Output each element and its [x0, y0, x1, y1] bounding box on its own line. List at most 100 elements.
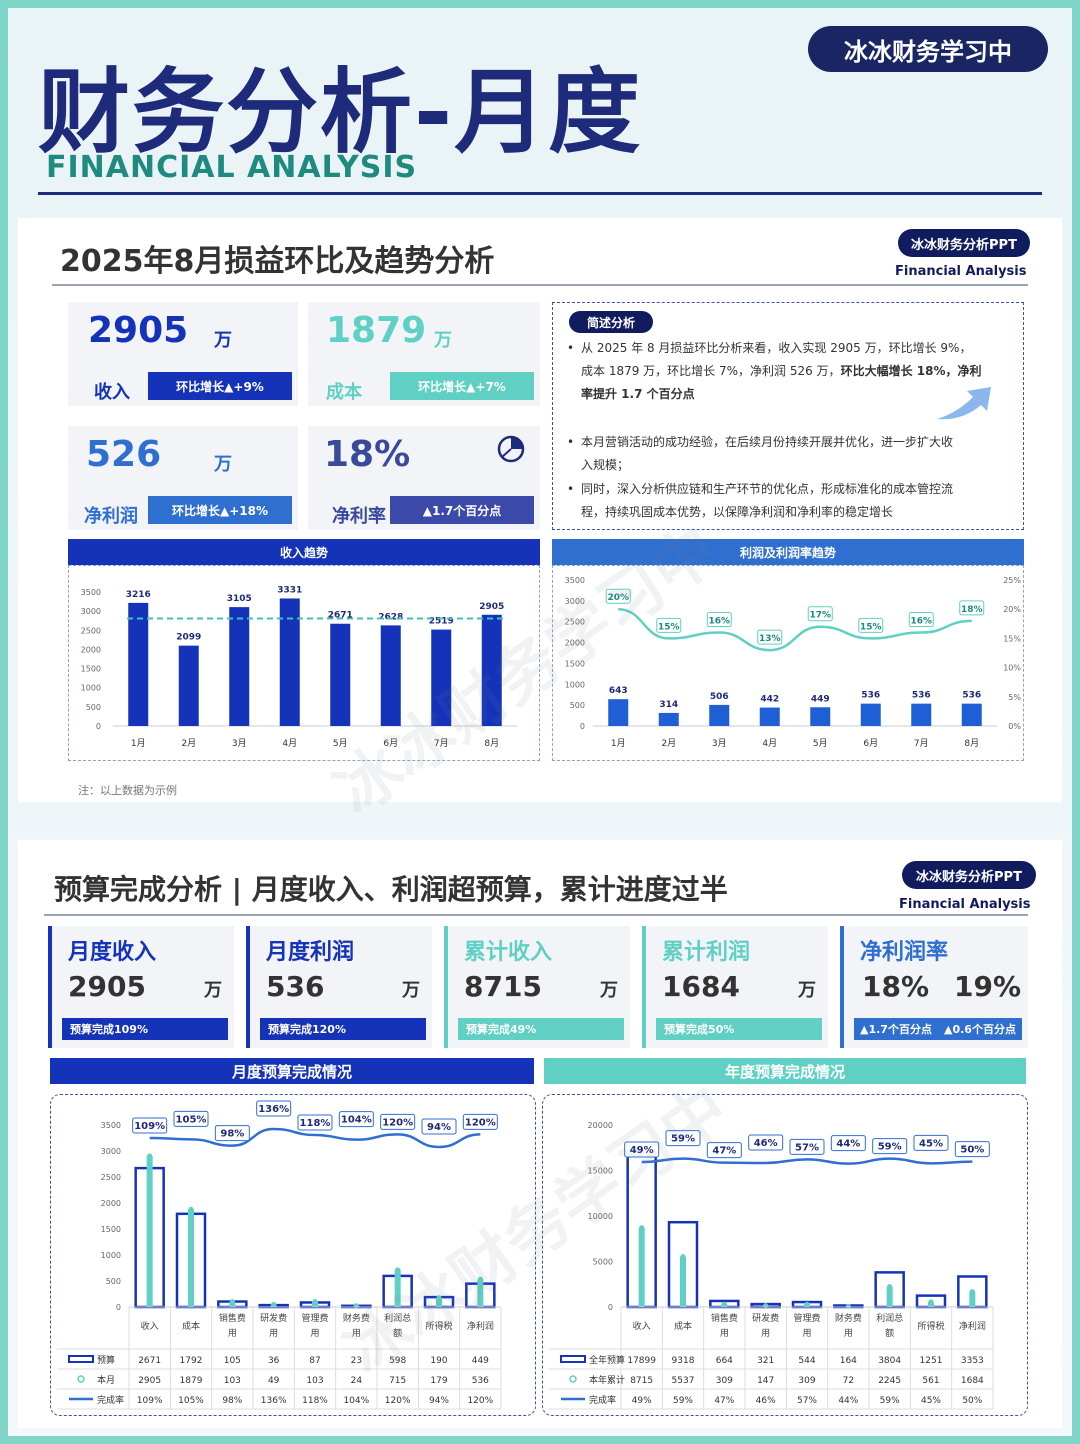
actual-marker [845, 1303, 851, 1309]
revenue-bar [330, 623, 351, 726]
rate-label: 120% [465, 1117, 496, 1128]
summary-paragraph-2: • 本月营销活动的成功经验，在后续月份持续开展并优化，进一步扩大收 入规模； [567, 431, 1001, 477]
x-tick-label: 2月 [181, 738, 196, 749]
kpi-cost-label: 成本 [326, 382, 362, 403]
summary-tag: 简述分析 [569, 311, 653, 333]
actual-marker [804, 1301, 810, 1307]
x-tick-label: 1月 [611, 738, 626, 749]
budget-card-progress: ▲1.7个百分点 ▲0.6个百分点 [854, 1018, 1022, 1040]
profit-bar [961, 703, 982, 726]
x-tick-label: 7月 [914, 738, 929, 749]
data-label: 2628 [378, 612, 403, 622]
table-cell: 45% [921, 1396, 941, 1406]
margin-label-box [757, 629, 783, 645]
table-cell: 136% [261, 1396, 287, 1406]
kpi-margin-card: 18% 净利率 ▲1.7个百分点 [308, 426, 540, 530]
table-cell: 321 [757, 1356, 774, 1366]
rate-label-box [748, 1134, 784, 1151]
rate-label: 104% [341, 1115, 372, 1126]
rate-label: 98% [220, 1129, 244, 1140]
margin-label: 13% [759, 634, 781, 644]
margin-label: 20% [607, 593, 629, 603]
completion-rate-line [641, 1157, 973, 1165]
y-tick-label: 5000 [593, 1258, 613, 1267]
table-cell: 120% [385, 1396, 411, 1406]
summary-highlight: 率提升 1.7 个百分点 [581, 387, 695, 401]
actual-marker [188, 1206, 194, 1212]
table-cell: 72 [843, 1376, 854, 1386]
section1-divider [52, 284, 1028, 286]
category-label: 利润总 [384, 1312, 411, 1324]
margin-label-box [605, 588, 631, 604]
budget-card-unit: 万 [204, 980, 222, 1001]
y-tick-label: 3000 [565, 597, 585, 606]
section2-brand-en: Financial Analysis [899, 897, 1031, 912]
summary-line: 从 2025 年 8 月损益环比分析来看，收入实现 2905 万，环比增长 9%… [581, 341, 972, 355]
category-label: 收入 [141, 1320, 159, 1332]
category-label: 用 [269, 1328, 278, 1339]
budget-card-label: 净利润率 [860, 940, 949, 965]
page-title: 财务分析-月度 [38, 59, 643, 166]
summary-line: 率提升 1.7 个百分点 [581, 383, 1001, 406]
y-tick-label: 0 [580, 722, 585, 731]
table-cell: 105% [178, 1396, 204, 1406]
data-label: 536 [912, 691, 931, 701]
revenue-bar [431, 629, 452, 726]
margin-label: 15% [658, 622, 680, 632]
category-label: 成本 [182, 1320, 200, 1332]
y-tick-label: 2500 [101, 1173, 121, 1182]
row-label: 完成率 [589, 1394, 616, 1406]
rate-label-box [132, 1117, 168, 1134]
row-label: 本月 [97, 1374, 115, 1386]
rate-label-box [173, 1110, 209, 1127]
profit-bar [759, 707, 780, 726]
y2-tick-label: 10% [1003, 664, 1021, 673]
x-tick-label: 8月 [964, 738, 979, 749]
table-cell: 2671 [138, 1356, 161, 1366]
table-cell: 44% [838, 1396, 858, 1406]
margin-label-box [908, 612, 934, 628]
margin-label-box [706, 612, 732, 628]
x-tick-label: 5月 [333, 738, 348, 749]
data-label: 314 [659, 700, 678, 710]
rate-label-box [214, 1125, 250, 1142]
table-cell: 59% [673, 1396, 693, 1406]
y-tick-label: 10000 [588, 1212, 613, 1221]
revenue-bar [481, 614, 502, 726]
kpi-revenue-unit: 万 [214, 330, 232, 351]
actual-marker [928, 1299, 934, 1305]
y-tick-label: 2000 [101, 1199, 121, 1208]
rate-label: 118% [300, 1118, 331, 1129]
table-cell: 24 [351, 1376, 363, 1386]
section2-brand-pill: 冰冰财务分析PPT [902, 861, 1036, 889]
chart4-box: 0 5000 10000 15000 20000 49% 59% 47% 46% 57% 44% 59… [542, 1094, 1028, 1416]
budget-card-label: 累计利润 [662, 940, 751, 965]
actual-marker [477, 1276, 483, 1282]
category-label: 成本 [674, 1320, 692, 1332]
profit-trend-chart: 0 500 1000 1500 2000 2500 3000 3500 0% 5% 10% 15% 20… [565, 576, 1022, 749]
legend-actual-swatch [77, 1375, 85, 1383]
x-tick-label: 6月 [863, 738, 878, 749]
kpi-revenue-value: 2905 [88, 310, 189, 351]
budget-card-monthly-profit: 月度利润 536 万 预算完成120% [246, 926, 432, 1048]
table-cell: 23 [351, 1356, 362, 1366]
margin-change-monthly: ▲1.7个百分点 [860, 1023, 932, 1036]
category-label: 用 [228, 1328, 237, 1339]
profit-bar [911, 703, 932, 726]
table-cell: 8715 [630, 1376, 653, 1386]
summary-line: 入规模； [581, 458, 630, 472]
summary-paragraph-3: • 同时，深入分析供应链和生产环节的优化点，形成标准化的成本管控流 程，持续巩固… [567, 478, 1001, 524]
table-cell: 179 [430, 1376, 447, 1386]
category-label: 销售费 [219, 1312, 246, 1324]
row-label: 预算 [97, 1354, 115, 1366]
kpi-cost-unit: 万 [434, 330, 452, 351]
margin-label: 16% [910, 617, 932, 627]
completion-rate-line [149, 1127, 481, 1149]
category-label: 研发费 [752, 1312, 779, 1324]
table-cell: 190 [430, 1356, 447, 1366]
actual-marker [271, 1301, 277, 1307]
table-cell: 103 [306, 1376, 323, 1386]
y-tick-label: 2500 [565, 618, 585, 627]
actual-marker [147, 1153, 153, 1159]
kpi-cost-value: 1879 [326, 310, 427, 351]
